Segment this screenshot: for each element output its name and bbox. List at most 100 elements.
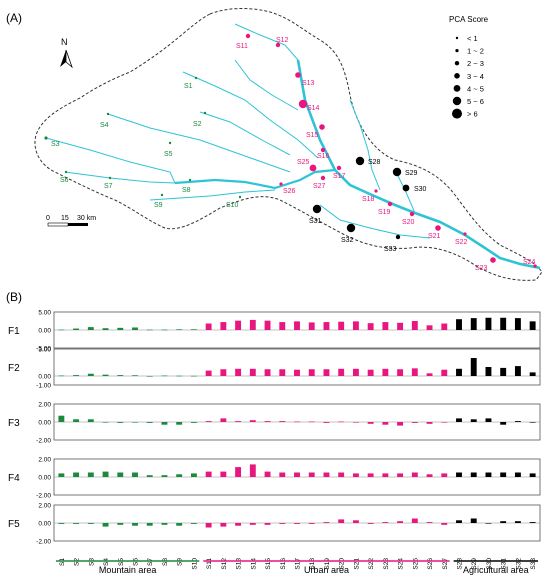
site-marker-s17 xyxy=(336,165,342,171)
scale-label-30: 30 km xyxy=(77,215,96,222)
bar-f2-s21 xyxy=(352,368,359,376)
bar-f4-s14 xyxy=(249,464,256,477)
bar-f3-s30 xyxy=(485,418,492,422)
bar-f2-s18 xyxy=(308,369,315,376)
bar-f5-s17 xyxy=(294,523,300,524)
x-tick-s30: S30 xyxy=(486,558,493,570)
y-tick-f5-0: 2.00 xyxy=(38,503,51,510)
site-label-s31: S31 xyxy=(309,218,322,225)
bar-f3-s21 xyxy=(352,422,359,423)
site-label-s17: S17 xyxy=(333,173,346,180)
x-tick-s28: S28 xyxy=(457,558,464,570)
site-label-s16: S16 xyxy=(317,153,330,160)
site-marker-s29 xyxy=(392,167,402,177)
site-marker-s23 xyxy=(490,257,496,263)
site-label-s6: S6 xyxy=(60,177,69,184)
bar-f5-s26 xyxy=(426,522,433,523)
site-marker-s26 xyxy=(279,182,283,186)
site-label-s21: S21 xyxy=(428,233,441,240)
factor-label-f1: F1 xyxy=(8,326,20,337)
scale-label-0: 0 xyxy=(46,215,50,222)
bar-f4-s30 xyxy=(485,472,492,477)
site-label-s18: S18 xyxy=(362,196,375,203)
site-label-s27: S27 xyxy=(313,183,326,190)
bar-f3-s24 xyxy=(397,422,404,426)
bar-f4-s9 xyxy=(176,474,183,477)
site-label-s3: S3 xyxy=(51,141,60,148)
bar-f1-s23 xyxy=(382,322,389,330)
bar-f2-s32 xyxy=(514,366,521,376)
legend-marker-2 xyxy=(454,61,460,66)
bar-f5-s25 xyxy=(411,518,418,523)
site-marker-s11 xyxy=(245,33,251,39)
site-marker-s21 xyxy=(435,225,441,231)
site-marker-s30 xyxy=(402,184,410,192)
site-label-s15: S15 xyxy=(306,132,319,139)
bar-f3-s11 xyxy=(205,421,212,422)
y-tick-f4-2: -2.00 xyxy=(36,493,51,500)
bar-f4-s4 xyxy=(102,471,109,477)
bar-f4-s19 xyxy=(323,472,330,477)
north-label: N xyxy=(61,37,68,47)
y-tick-f4-0: 2.00 xyxy=(38,457,51,464)
bar-f4-s17 xyxy=(294,472,300,477)
bar-f3-s14 xyxy=(249,420,256,422)
bar-f3-s25 xyxy=(411,422,418,423)
bar-f2-s20 xyxy=(338,368,345,376)
bar-f4-s23 xyxy=(382,473,389,477)
site-marker-s12 xyxy=(275,42,281,48)
site-marker-s24 xyxy=(533,264,537,268)
x-tick-s9: S9 xyxy=(177,558,184,566)
bar-f2-s22 xyxy=(367,369,374,376)
bar-f4-s33 xyxy=(529,473,536,477)
site-marker-s18 xyxy=(374,189,378,193)
site-marker-s32 xyxy=(346,223,356,233)
bar-f1-s27 xyxy=(441,323,448,330)
bar-f1-s30 xyxy=(485,317,492,330)
bar-f1-s33 xyxy=(529,321,536,330)
legend-marker-1 xyxy=(455,49,459,53)
bar-f1-s31 xyxy=(500,317,507,330)
x-tick-s29: S29 xyxy=(471,558,478,570)
bar-f3-s31 xyxy=(500,422,507,425)
bar-f4-s12 xyxy=(220,471,227,477)
bar-f1-s10 xyxy=(190,329,197,330)
bar-f4-s20 xyxy=(338,472,345,477)
y-tick-f3-1: 0.00 xyxy=(38,420,51,427)
site-label-s7: S7 xyxy=(104,183,113,190)
bar-f4-s29 xyxy=(470,472,477,477)
bar-f5-s18 xyxy=(308,523,315,524)
bar-f5-s20 xyxy=(338,519,345,523)
y-tick-f5-1: 0.00 xyxy=(38,521,51,528)
bar-f2-s4 xyxy=(102,374,109,376)
site-marker-s20 xyxy=(409,211,415,217)
site-label-s13: S13 xyxy=(302,80,315,87)
site-marker-s6 xyxy=(64,170,68,174)
site-marker-s31 xyxy=(312,204,322,214)
x-tick-s2: S2 xyxy=(74,558,81,566)
bar-f3-s4 xyxy=(102,422,109,423)
site-marker-s5 xyxy=(168,141,172,145)
bar-f5-s11 xyxy=(205,523,212,528)
bar-f3-s16 xyxy=(279,421,286,422)
bar-f2-s19 xyxy=(323,369,330,376)
bar-f5-s8 xyxy=(161,523,168,525)
bar-f2-s26 xyxy=(426,373,433,376)
x-tick-s14: S14 xyxy=(250,558,257,570)
y-tick-f4-1: 0.00 xyxy=(38,475,51,482)
y-tick-f3-0: 2.00 xyxy=(38,402,51,409)
bar-f4-s18 xyxy=(308,472,315,477)
north-arrow-icon xyxy=(60,49,73,69)
bar-f3-s23 xyxy=(382,422,389,425)
site-marker-s1 xyxy=(194,76,198,80)
bar-f2-s6 xyxy=(132,375,138,376)
bar-f5-s10 xyxy=(190,523,197,524)
bar-f4-s6 xyxy=(132,472,138,477)
site-marker-s13 xyxy=(295,72,301,78)
x-tick-s22: S22 xyxy=(368,558,375,570)
legend-item-0: < 1 xyxy=(467,34,478,43)
bar-f3-s26 xyxy=(426,422,433,424)
site-label-s9: S9 xyxy=(154,202,163,209)
site-marker-s33 xyxy=(395,234,401,240)
